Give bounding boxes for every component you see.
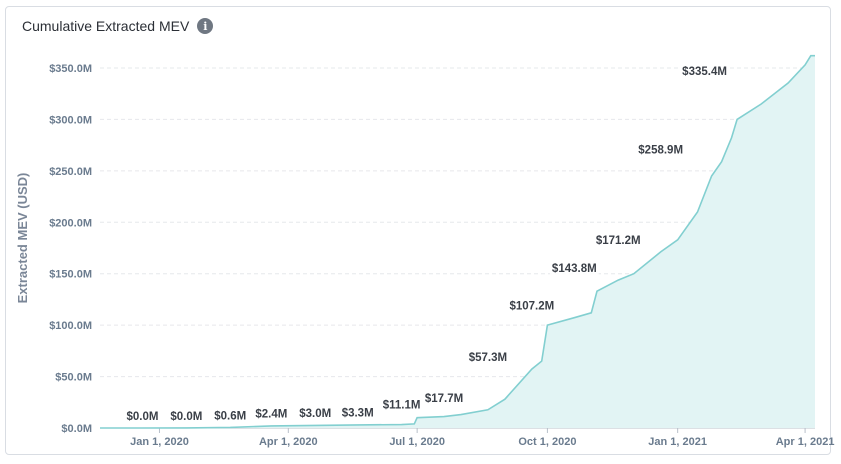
data-label: $11.1M — [383, 400, 421, 412]
series-line — [100, 54, 815, 429]
x-tick-label: Jul 1, 2020 — [389, 436, 445, 448]
data-label-bg — [422, 390, 466, 405]
data-label: $0.0M — [126, 411, 158, 423]
chart-title: Cumulative Extracted MEV — [22, 18, 190, 34]
y-tick-label: $200.0M — [49, 217, 92, 229]
y-axis-label: Extracted MEV (USD) — [15, 173, 30, 304]
y-tick-label: $300.0M — [49, 114, 92, 126]
x-tick-label: Jan 1, 2020 — [130, 436, 189, 448]
info-icon[interactable]: i — [197, 18, 214, 34]
y-tick-label: $50.0M — [55, 372, 92, 384]
data-label: $143.8M — [552, 263, 597, 275]
area-fill — [100, 55, 815, 428]
x-tick-label: Apr 1, 2020 — [259, 436, 318, 448]
data-label-bg — [168, 408, 205, 423]
x-tick-label: Jan 1, 2021 — [648, 436, 707, 448]
data-label-bg — [680, 64, 729, 79]
data-label: $335.4M — [682, 66, 727, 78]
data-label: $258.9M — [638, 145, 683, 157]
data-label: $57.3M — [469, 352, 507, 364]
data-label-bg — [124, 409, 161, 423]
data-label-bg — [549, 261, 599, 276]
data-label-bg — [253, 406, 290, 421]
data-label-bg — [380, 397, 423, 412]
data-label-bg — [507, 298, 557, 313]
y-tick-label: $250.0M — [49, 166, 92, 178]
data-label-bg — [636, 142, 686, 157]
data-label: $0.0M — [170, 411, 202, 423]
data-label: $17.7M — [425, 393, 463, 405]
data-label: $3.3M — [342, 408, 374, 420]
data-label-bg — [297, 405, 334, 420]
data-label-bg — [339, 405, 376, 420]
data-label: $107.2M — [509, 301, 554, 313]
x-tick-label: Oct 1, 2020 — [518, 436, 576, 448]
data-label: $171.2M — [596, 235, 641, 247]
data-label: $3.0M — [299, 408, 331, 420]
data-label: $0.6M — [214, 410, 246, 422]
data-label: $2.4M — [255, 409, 287, 421]
y-tick-label: $0.0M — [61, 423, 92, 435]
y-tick-label: $150.0M — [49, 269, 92, 281]
data-label-bg — [466, 350, 510, 365]
chart-header: Cumulative Extracted MEV i — [22, 15, 214, 37]
x-tick-label: Apr 1, 2021 — [776, 436, 835, 448]
data-label-bg — [212, 408, 249, 423]
y-tick-label: $100.0M — [49, 320, 92, 332]
y-tick-label: $350.0M — [49, 63, 92, 75]
data-label-bg — [593, 232, 643, 247]
